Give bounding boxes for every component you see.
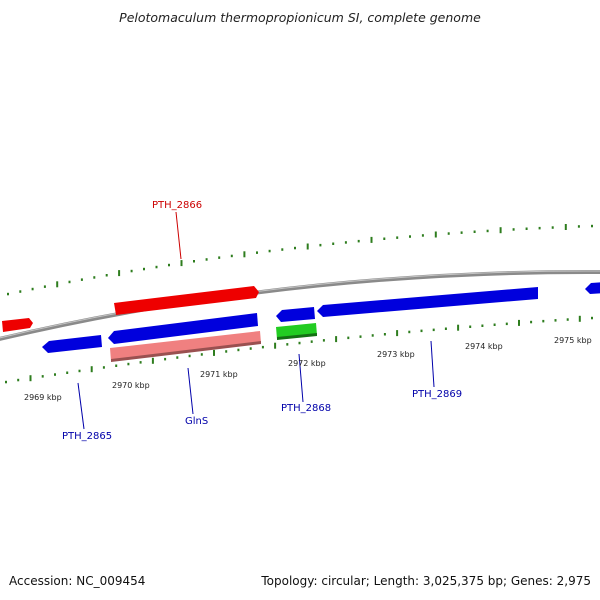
gene-label-pth-2868[interactable]: PTH_2868 [281,403,331,414]
genome-backbone [0,269,600,341]
leader-line-pth-2868 [298,353,304,403]
gene-block-pink-shadow [111,341,261,362]
scale-label-2973: 2973 kbp [377,350,415,359]
gene-label-pth-2865[interactable]: PTH_2865 [62,431,112,442]
gene-arrow-pth-2869[interactable] [317,287,538,317]
gene-label-pth-2869[interactable]: PTH_2869 [412,389,462,400]
gene-block-green-shadow [277,333,317,340]
gene-arrow-right-edge[interactable] [585,282,600,294]
gene-label-glns[interactable]: GlnS [185,416,208,427]
leader-line-pth-2865 [77,382,85,430]
gene-label-pth-2866[interactable]: PTH_2866 [152,200,202,211]
gene-arrow-left-edge[interactable] [2,318,33,332]
gene-arrow-glns[interactable] [108,313,258,344]
scale-label-2974: 2974 kbp [465,342,503,351]
inner-scale-ticks [5,315,593,384]
outer-scale-ticks [7,224,593,296]
gene-arrow-pth-2866[interactable] [114,286,259,315]
scale-label-2969: 2969 kbp [24,393,62,402]
gene-block-pink[interactable] [110,331,261,361]
scale-label-2971: 2971 kbp [200,370,238,379]
accession-text: Accession: NC_009454 [9,574,146,588]
leader-line-pth-2866 [175,211,182,260]
gene-arrow-pth-2865[interactable] [42,335,102,353]
genome-backbone-highlight [0,270,600,339]
leader-line-glns [187,367,194,415]
gene-arrow-small[interactable] [276,307,315,322]
scale-label-2975: 2975 kbp [554,336,592,345]
scale-label-2972: 2972 kbp [288,359,326,368]
scale-label-2970: 2970 kbp [112,381,150,390]
leader-line-pth-2869 [430,340,435,388]
genome-summary-text: Topology: circular; Length: 3,025,375 bp… [261,574,591,588]
map-title: Pelotomaculum thermopropionicum SI, comp… [119,10,481,25]
